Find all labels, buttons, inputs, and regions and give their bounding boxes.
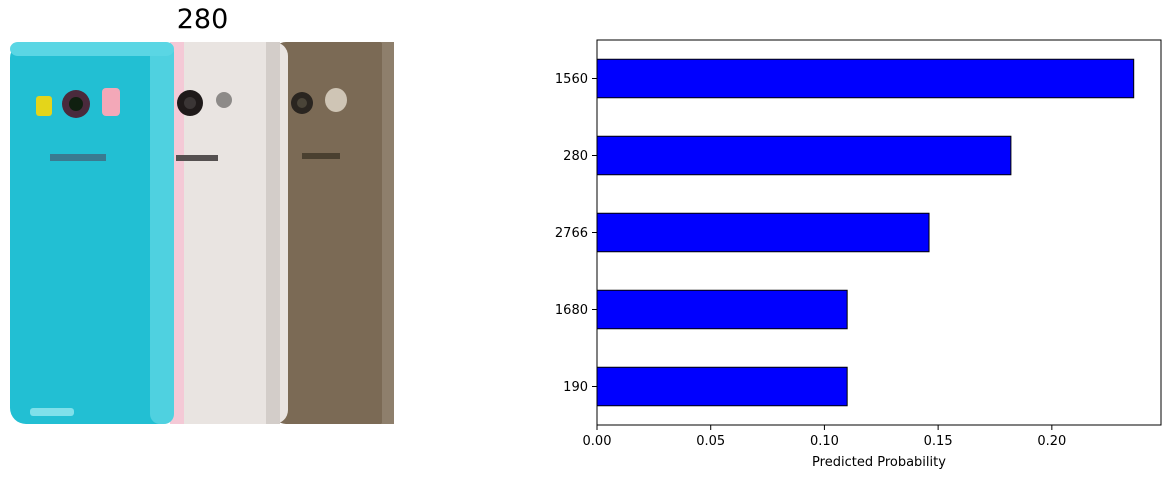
phone-cyan-image [10, 42, 174, 424]
y-tick-label: 1680 [555, 303, 588, 318]
bar-2766 [596, 212, 930, 253]
x-tick-label: 0.10 [810, 434, 839, 449]
y-tick-label: 280 [563, 149, 588, 164]
x-axis-label: Predicted Probability [812, 455, 946, 470]
x-tick-label: 0.05 [696, 434, 725, 449]
product-image [10, 40, 395, 425]
phone-brown-image [272, 42, 394, 424]
bar-1680 [596, 289, 848, 330]
x-tick-label: 0.20 [1037, 434, 1066, 449]
y-tick-label: 190 [563, 380, 588, 395]
bar-190 [596, 366, 848, 407]
y-tick-label: 2766 [555, 226, 588, 241]
y-tick-label: 1560 [555, 72, 588, 87]
x-tick-label: 0.15 [924, 434, 953, 449]
bar-280 [596, 135, 1012, 176]
image-title: 280 [176, 4, 229, 35]
x-tick-label: 0.00 [583, 434, 612, 449]
bar-1560 [596, 58, 1135, 99]
